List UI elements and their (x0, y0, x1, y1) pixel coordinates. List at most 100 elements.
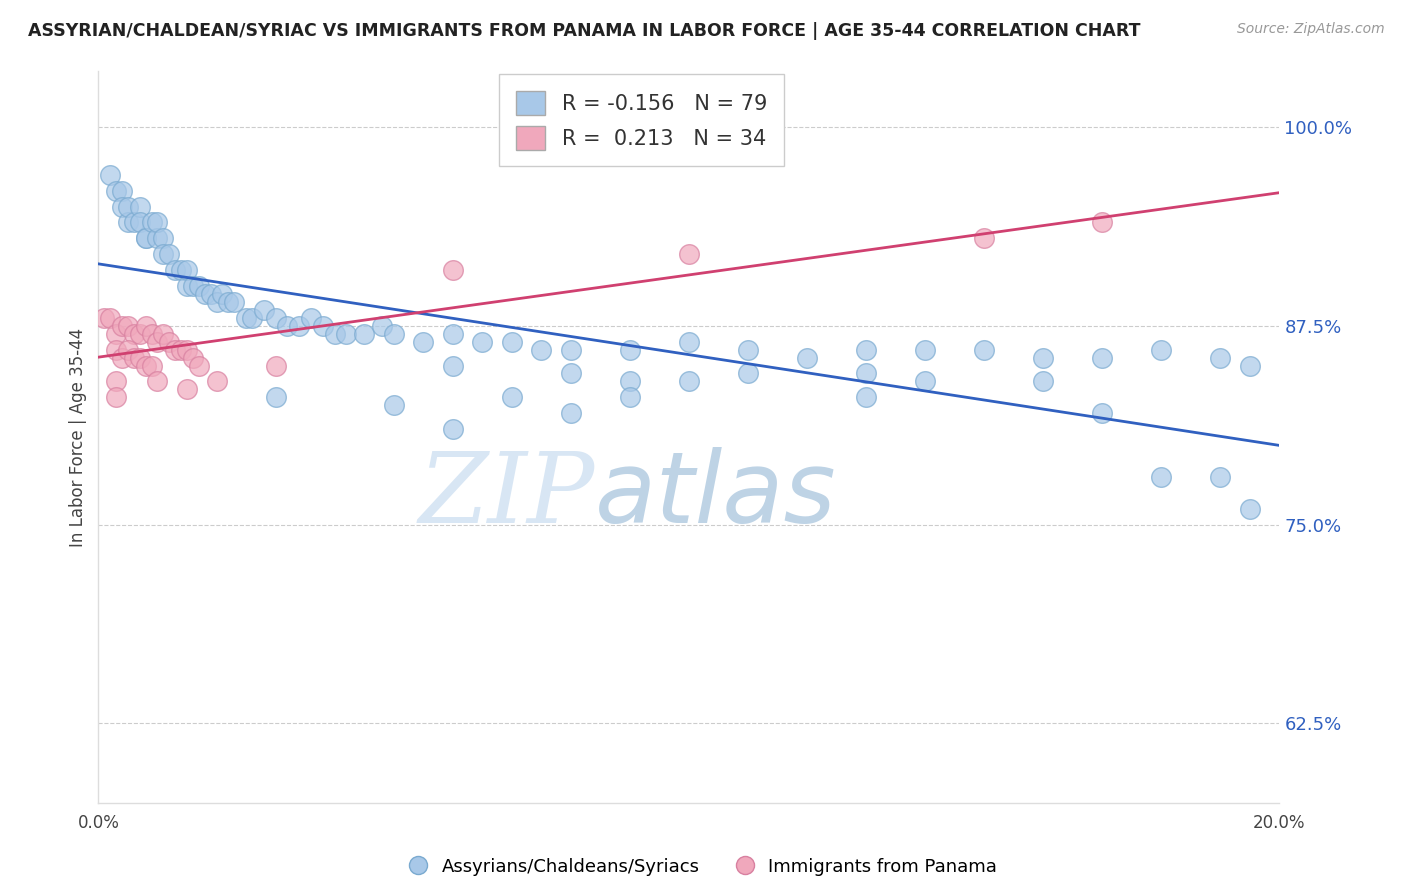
Point (170, 263, 193, 277)
Point (128, 215, 150, 229)
Point (678, 375, 700, 389)
Point (335, 326, 357, 341)
Point (93, 310, 115, 325)
Point (117, 215, 139, 229)
Point (235, 310, 257, 325)
Point (353, 326, 375, 341)
Text: 20.0%: 20.0% (1253, 814, 1306, 832)
Point (1150, 343, 1173, 357)
Point (855, 367, 877, 381)
Point (146, 334, 169, 349)
Point (224, 294, 246, 309)
Point (737, 343, 759, 357)
Point (117, 318, 139, 333)
Point (441, 359, 464, 373)
Point (141, 359, 163, 373)
Point (855, 343, 877, 357)
Point (299, 310, 322, 325)
Point (165, 343, 187, 357)
Text: 0.0%: 0.0% (77, 814, 120, 832)
Point (141, 215, 163, 229)
Point (135, 359, 157, 373)
Text: ZIP: ZIP (418, 448, 595, 543)
Point (122, 326, 145, 341)
Point (105, 343, 128, 357)
Point (146, 231, 169, 245)
Point (187, 359, 209, 373)
Y-axis label: In Labor Force | Age 35-44: In Labor Force | Age 35-44 (69, 327, 87, 547)
Point (412, 334, 434, 349)
Point (157, 334, 180, 349)
Point (122, 351, 145, 365)
Point (501, 334, 523, 349)
Point (560, 343, 582, 357)
Point (176, 279, 198, 293)
Point (678, 247, 700, 261)
Point (501, 390, 523, 404)
Point (619, 390, 641, 404)
Point (371, 318, 394, 333)
Point (187, 279, 209, 293)
Point (194, 287, 217, 301)
Point (264, 359, 287, 373)
Point (200, 287, 222, 301)
Point (1032, 375, 1054, 389)
Point (105, 390, 128, 404)
Point (1209, 351, 1232, 365)
Point (111, 351, 134, 365)
Point (135, 231, 157, 245)
Point (152, 247, 174, 261)
Point (98, 168, 121, 182)
Point (105, 184, 128, 198)
Point (530, 343, 553, 357)
Text: atlas: atlas (595, 447, 837, 544)
Point (128, 351, 150, 365)
Point (122, 215, 145, 229)
Point (619, 375, 641, 389)
Point (1091, 406, 1114, 420)
Text: Source: ZipAtlas.com: Source: ZipAtlas.com (1237, 22, 1385, 37)
Point (973, 343, 995, 357)
Point (441, 422, 464, 436)
Point (382, 398, 405, 412)
Point (323, 326, 346, 341)
Point (135, 231, 157, 245)
Point (914, 343, 936, 357)
Point (146, 215, 169, 229)
Point (288, 318, 311, 333)
Point (1209, 470, 1232, 484)
Point (560, 367, 582, 381)
Point (176, 263, 198, 277)
Point (312, 318, 335, 333)
Point (176, 343, 198, 357)
Point (973, 231, 995, 245)
Point (737, 367, 759, 381)
Point (1239, 359, 1261, 373)
Point (98, 310, 121, 325)
Point (170, 343, 193, 357)
Point (105, 375, 128, 389)
Point (111, 318, 134, 333)
Point (141, 326, 163, 341)
Legend: R = -0.156   N = 79, R =  0.213   N = 34: R = -0.156 N = 79, R = 0.213 N = 34 (499, 74, 785, 166)
Point (117, 200, 139, 214)
Point (914, 375, 936, 389)
Legend: Assyrians/Chaldeans/Syriacs, Immigrants from Panama: Assyrians/Chaldeans/Syriacs, Immigrants … (402, 850, 1004, 883)
Point (253, 302, 276, 317)
Point (1091, 351, 1114, 365)
Point (1032, 351, 1054, 365)
Point (176, 383, 198, 397)
Point (111, 184, 134, 198)
Point (264, 310, 287, 325)
Point (152, 231, 174, 245)
Point (105, 326, 128, 341)
Point (264, 390, 287, 404)
Point (181, 279, 204, 293)
Point (181, 351, 204, 365)
Point (1091, 215, 1114, 229)
Point (619, 343, 641, 357)
Point (796, 351, 818, 365)
Point (111, 200, 134, 214)
Point (128, 200, 150, 214)
Point (240, 310, 263, 325)
